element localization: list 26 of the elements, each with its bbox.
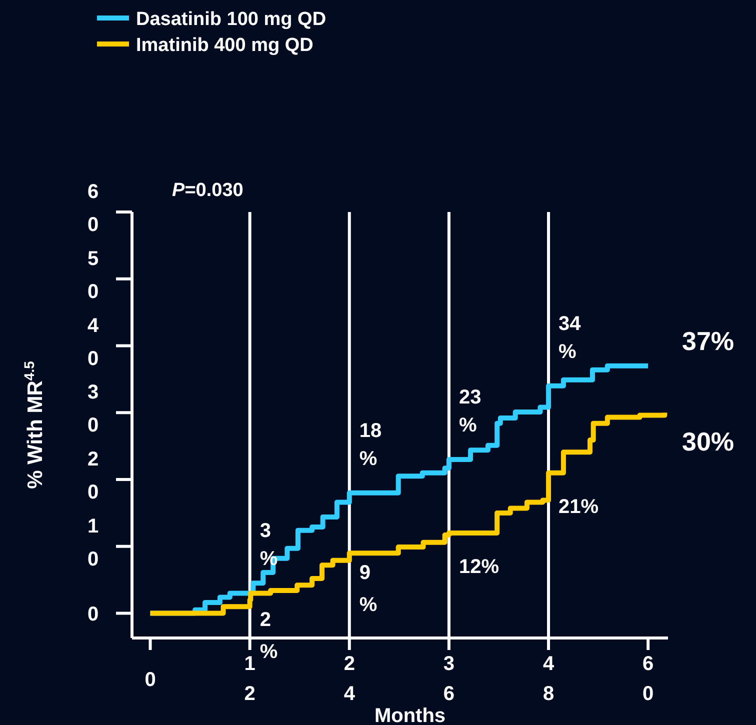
y-tick-label: 4 0 <box>87 314 100 370</box>
legend-label: Imatinib 400 mg QD <box>136 35 314 56</box>
legend-label: Dasatinib 100 mg QD <box>136 9 326 30</box>
x-tick-label: 3 6 <box>443 653 455 705</box>
data-label: 12% <box>458 556 500 578</box>
data-label: 9% <box>359 562 378 616</box>
y-tick-label: 2 0 <box>87 448 99 504</box>
data-label: 34% <box>558 312 582 363</box>
data-label: 2% <box>260 608 278 663</box>
x-tick-label: 1 2 <box>244 653 256 705</box>
y-tick-label: 3 0 <box>87 382 99 437</box>
x-tick-label: 6 0 <box>642 653 654 705</box>
y-tick-label: 5 0 <box>87 248 99 303</box>
data-label: 37% <box>682 326 734 356</box>
y-tick-label: 0 <box>87 603 99 626</box>
y-tick-label: 6 0 <box>87 181 99 236</box>
text: P=0.030 <box>172 180 244 201</box>
x-axis-title: Months <box>374 705 446 725</box>
x-tick-label: 0 <box>144 669 156 691</box>
y-tick-label: 1 0 <box>87 515 99 570</box>
x-tick-label: 4 8 <box>542 653 555 705</box>
data-label: 18% <box>359 420 382 470</box>
data-label: 23% <box>458 386 482 436</box>
data-label: 30% <box>682 426 734 457</box>
data-label: 21% <box>558 496 599 518</box>
x-tick-label: 2 4 <box>344 653 356 705</box>
